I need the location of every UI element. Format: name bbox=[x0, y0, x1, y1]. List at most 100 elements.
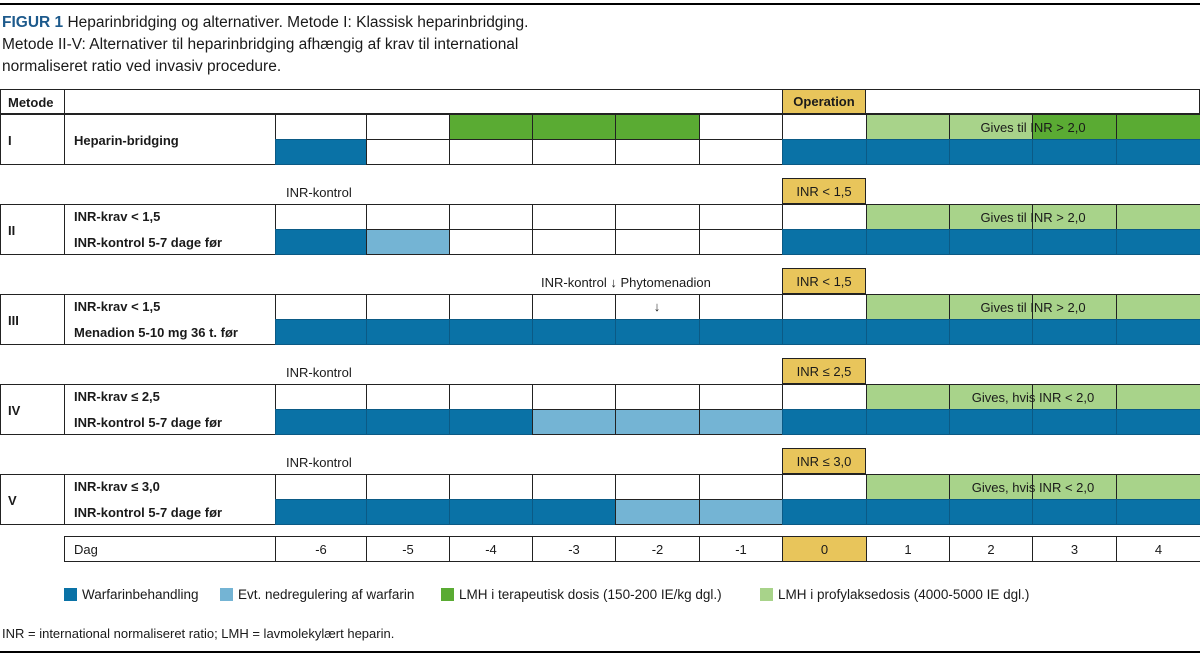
legend-swatch bbox=[220, 588, 233, 601]
bottom-cell-2 bbox=[949, 409, 1033, 435]
method-roman: I bbox=[8, 133, 12, 148]
bottom-cell--3 bbox=[532, 229, 616, 255]
bottom-cell--4 bbox=[449, 409, 533, 435]
top-cell--3 bbox=[532, 294, 616, 320]
bottom-cell-1 bbox=[866, 409, 950, 435]
day-label: Dag bbox=[74, 542, 98, 557]
inr-control-note: INR-kontrol bbox=[286, 185, 352, 200]
bottom-cell-4 bbox=[1116, 319, 1200, 345]
lmh-note: Gives, hvis INR < 2,0 bbox=[971, 390, 1095, 405]
arrow-down-icon: ↓ bbox=[653, 299, 661, 314]
method-roman: IV bbox=[8, 403, 21, 418]
inr-threshold-tag: INR < 1,5 bbox=[782, 178, 866, 204]
day--2: -2 bbox=[615, 536, 700, 562]
bottom-cell-0 bbox=[782, 139, 867, 165]
inr-control-note: INR-kontrol bbox=[286, 455, 352, 470]
method-requirement: INR-krav < 1,5 bbox=[74, 209, 161, 224]
bottom-cell-2 bbox=[949, 139, 1033, 165]
top-cell--3 bbox=[532, 114, 616, 140]
inr-threshold-tag: INR ≤ 3,0 bbox=[782, 448, 866, 474]
day-4: 4 bbox=[1116, 536, 1200, 562]
day-0: 0 bbox=[782, 536, 867, 562]
top-rule bbox=[0, 3, 1200, 5]
bottom-cell--2 bbox=[615, 409, 700, 435]
bottom-cell-0 bbox=[782, 499, 867, 525]
bottom-cell--4 bbox=[449, 229, 533, 255]
method-name: Heparin-bridging bbox=[74, 133, 179, 148]
legend-label: Evt. nedregulering af warfarin bbox=[238, 587, 415, 602]
bottom-cell--6 bbox=[275, 319, 367, 345]
method-requirement: INR-krav < 1,5 bbox=[74, 299, 161, 314]
bottom-cell--3 bbox=[532, 409, 616, 435]
bottom-cell--2 bbox=[615, 499, 700, 525]
caption-line-3: normaliseret ratio ved invasiv procedure… bbox=[2, 58, 282, 75]
bottom-cell-4 bbox=[1116, 409, 1200, 435]
bottom-cell-2 bbox=[949, 229, 1033, 255]
top-cell--2 bbox=[615, 114, 700, 140]
top-cell--1 bbox=[699, 114, 783, 140]
bottom-cell--2 bbox=[615, 229, 700, 255]
top-cell--3 bbox=[532, 204, 616, 230]
bottom-cell-1 bbox=[866, 139, 950, 165]
top-cell--6 bbox=[275, 474, 367, 500]
operation-header: Operation bbox=[782, 89, 866, 114]
top-cell--6 bbox=[275, 204, 367, 230]
bottom-cell--3 bbox=[532, 319, 616, 345]
top-cell--5 bbox=[366, 204, 450, 230]
lmh-note: Gives, hvis INR < 2,0 bbox=[971, 480, 1095, 495]
method-roman: III bbox=[8, 313, 19, 328]
bottom-cell-3 bbox=[1032, 499, 1117, 525]
bottom-cell--4 bbox=[449, 139, 533, 165]
top-cell--4 bbox=[449, 474, 533, 500]
top-cell-3 bbox=[1032, 474, 1117, 500]
day-3: 3 bbox=[1032, 536, 1117, 562]
legend-swatch bbox=[441, 588, 454, 601]
top-cell-2 bbox=[949, 294, 1033, 320]
caption-line-1: Heparinbridging og alternativer. Metode … bbox=[63, 14, 529, 31]
bottom-cell-4 bbox=[1116, 229, 1200, 255]
bottom-cell--3 bbox=[532, 139, 616, 165]
top-cell--4 bbox=[449, 114, 533, 140]
header-spacer bbox=[64, 89, 783, 114]
bottom-cell--1 bbox=[699, 409, 783, 435]
bottom-cell--6 bbox=[275, 499, 367, 525]
bottom-cell--5 bbox=[366, 409, 450, 435]
top-cell--4 bbox=[449, 294, 533, 320]
top-cell--5 bbox=[366, 384, 450, 410]
bottom-cell-1 bbox=[866, 499, 950, 525]
top-cell-0 bbox=[782, 294, 867, 320]
top-cell--1 bbox=[699, 384, 783, 410]
top-cell-4 bbox=[1116, 294, 1200, 320]
bottom-cell-2 bbox=[949, 319, 1033, 345]
legend-label: Warfarinbehandling bbox=[82, 587, 199, 602]
day-2: 2 bbox=[949, 536, 1033, 562]
caption-line-2: Metode II-V: Alternativer til heparinbri… bbox=[2, 36, 519, 53]
figure-label: FIGUR 1 bbox=[2, 14, 64, 31]
inr-control-note: INR-kontrol bbox=[286, 365, 352, 380]
figure-caption: FIGUR 1 Heparinbridging og alternativer.… bbox=[2, 12, 602, 78]
method-requirement: INR-krav ≤ 3,0 bbox=[74, 479, 160, 494]
legend-item-lmh_prof: LMH i profylaksedosis (4000-5000 IE dgl.… bbox=[760, 587, 1029, 602]
bottom-cell--1 bbox=[699, 499, 783, 525]
bottom-cell--2 bbox=[615, 319, 700, 345]
header-spacer-right bbox=[865, 89, 1200, 114]
day--3: -3 bbox=[532, 536, 616, 562]
top-cell--3 bbox=[532, 474, 616, 500]
bottom-cell--1 bbox=[699, 319, 783, 345]
bottom-cell--4 bbox=[449, 319, 533, 345]
bottom-rule bbox=[0, 651, 1200, 653]
lmh-note: Gives til INR > 2,0 bbox=[980, 210, 1086, 225]
top-cell-0 bbox=[782, 474, 867, 500]
legend-item-warfarin: Warfarinbehandling bbox=[64, 587, 199, 602]
bottom-cell--5 bbox=[366, 319, 450, 345]
top-cell--2 bbox=[615, 204, 700, 230]
bottom-cell-1 bbox=[866, 319, 950, 345]
bottom-cell-4 bbox=[1116, 139, 1200, 165]
bottom-cell-0 bbox=[782, 409, 867, 435]
bottom-cell--1 bbox=[699, 139, 783, 165]
bottom-cell-3 bbox=[1032, 409, 1117, 435]
bottom-cell-2 bbox=[949, 499, 1033, 525]
top-cell--4 bbox=[449, 384, 533, 410]
bottom-cell-4 bbox=[1116, 499, 1200, 525]
bottom-cell--2 bbox=[615, 139, 700, 165]
